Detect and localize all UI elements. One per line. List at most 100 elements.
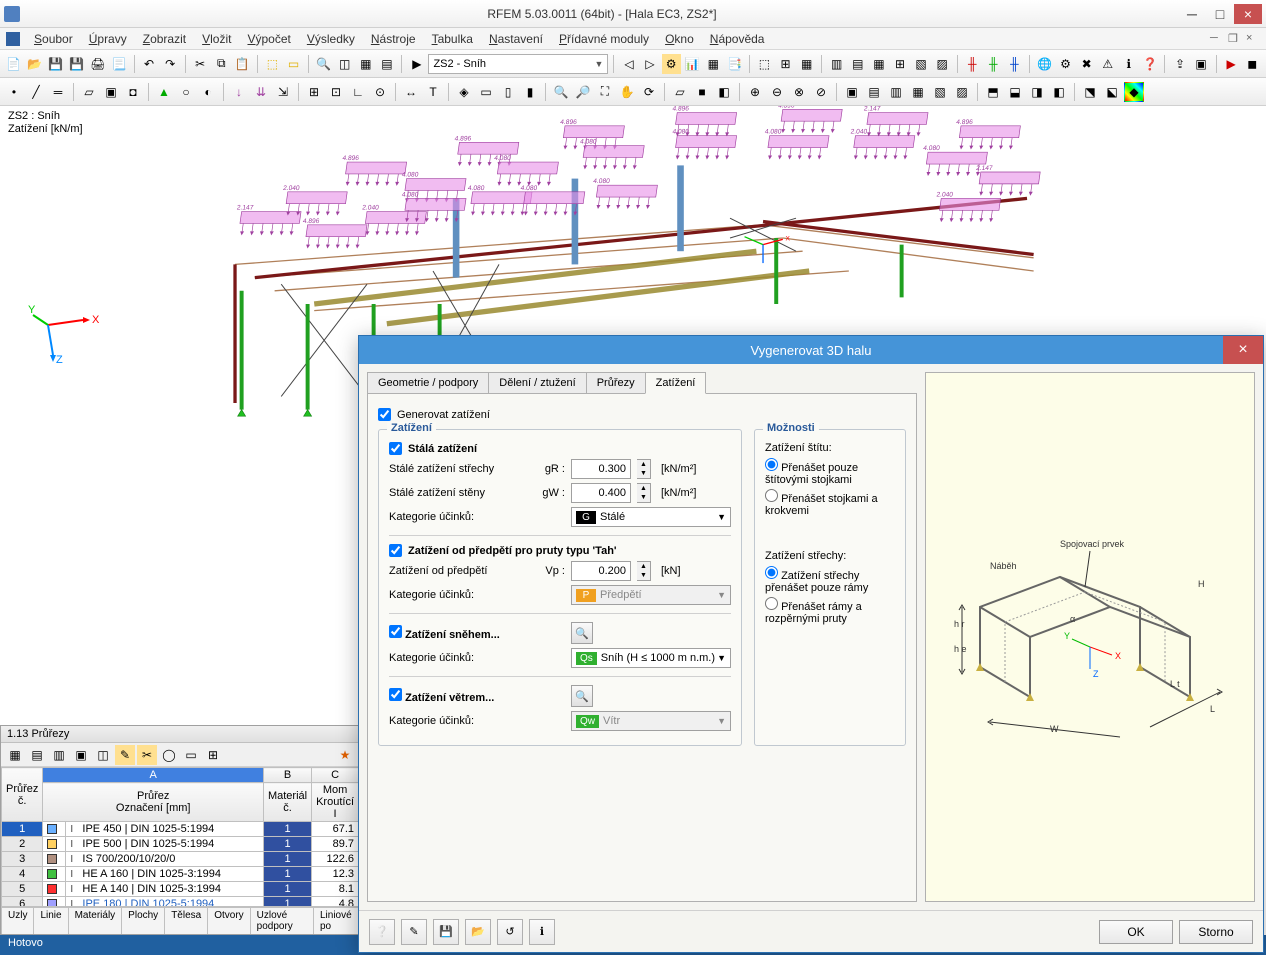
misc7-button[interactable]: ▥ xyxy=(886,82,906,102)
module-f-button[interactable]: ▨ xyxy=(933,54,952,74)
roof-radio-2[interactable]: Přenášet rámy a rozpěrnými pruty xyxy=(765,597,895,625)
misc4-button[interactable]: ⊘ xyxy=(811,82,831,102)
misc15-button[interactable]: ⬔ xyxy=(1080,82,1100,102)
render-wire-button[interactable]: ▱ xyxy=(670,82,690,102)
globe-button[interactable]: 🌐 xyxy=(1035,54,1054,74)
snap-button[interactable]: ⊡ xyxy=(326,82,346,102)
dialog-tab[interactable]: Zatížení xyxy=(645,372,707,394)
perm-category-combo[interactable]: GStálé▼ xyxy=(571,507,731,527)
report-button[interactable]: 📑 xyxy=(725,54,744,74)
opening-button[interactable]: ◘ xyxy=(123,82,143,102)
misc9-button[interactable]: ▧ xyxy=(930,82,950,102)
help-button[interactable]: ❓ xyxy=(1140,54,1159,74)
nav-next-button[interactable]: ▷ xyxy=(641,54,660,74)
sections-tab[interactable]: Uzlové podpory xyxy=(250,907,314,934)
module-d-button[interactable]: ⊞ xyxy=(890,54,909,74)
run-button[interactable]: ▶ xyxy=(1222,54,1241,74)
menu-nastavení[interactable]: Nastavení xyxy=(481,30,551,48)
sec-tb4[interactable]: ▣ xyxy=(71,745,91,765)
load2-button[interactable]: ⇊ xyxy=(251,82,271,102)
view-side-button[interactable]: ▮ xyxy=(520,82,540,102)
minimize-button[interactable]: ─ xyxy=(1178,4,1206,24)
model-button[interactable]: ◫ xyxy=(335,54,354,74)
new-button[interactable]: 📄 xyxy=(4,54,23,74)
close-button[interactable]: × xyxy=(1234,4,1262,24)
sec-tb1[interactable]: ▦ xyxy=(5,745,25,765)
find-button[interactable]: 🔍 xyxy=(314,54,333,74)
export-button[interactable]: ⇪ xyxy=(1170,54,1189,74)
info-button[interactable]: ℹ xyxy=(1119,54,1138,74)
view-front-button[interactable]: ▯ xyxy=(498,82,518,102)
footer-load-button[interactable]: 📂 xyxy=(465,919,491,945)
warn-button[interactable]: ⚠ xyxy=(1098,54,1117,74)
stop-button[interactable]: ◼ xyxy=(1243,54,1262,74)
wall-load-spinner[interactable]: ▲▼ xyxy=(637,483,651,503)
misc13-button[interactable]: ◨ xyxy=(1027,82,1047,102)
dialog-close-button[interactable]: × xyxy=(1223,336,1263,364)
snow-edit-button[interactable]: 🔍 xyxy=(571,622,593,644)
misc12-button[interactable]: ⬓ xyxy=(1005,82,1025,102)
snow-checkbox[interactable]: Zatížení sněhem... xyxy=(389,625,565,641)
sec-tb7[interactable]: ✂ xyxy=(137,745,157,765)
sec-tb8[interactable]: ◯ xyxy=(159,745,179,765)
menu-úpravy[interactable]: Úpravy xyxy=(81,30,135,48)
cut-button[interactable]: ✂ xyxy=(191,54,210,74)
save-all-button[interactable]: 💾 xyxy=(67,54,86,74)
sections-tab[interactable]: Plochy xyxy=(121,907,165,934)
wall-load-input[interactable] xyxy=(571,483,631,503)
mdi-close-button[interactable]: × xyxy=(1246,32,1260,46)
dialog-tab[interactable]: Dělení / ztužení xyxy=(488,372,586,394)
sections-tab[interactable]: Uzly xyxy=(1,907,34,934)
osnap-button[interactable]: ⊙ xyxy=(370,82,390,102)
dim-button[interactable]: ↔ xyxy=(401,82,421,102)
menu-zobrazit[interactable]: Zobrazit xyxy=(135,30,194,48)
dialog-tab[interactable]: Geometrie / podpory xyxy=(367,372,489,394)
sections-tab[interactable]: Otvory xyxy=(207,907,250,934)
text-button[interactable]: T xyxy=(423,82,443,102)
sections-tab[interactable]: Tělesa xyxy=(164,907,208,934)
calc-button[interactable]: ⚙ xyxy=(662,54,681,74)
sec-star[interactable]: ★ xyxy=(335,745,355,765)
table-row[interactable]: 6IIPE 180 | DIN 1025-5:199414.8 xyxy=(2,897,359,907)
zoom-out-button[interactable]: 🔎 xyxy=(573,82,593,102)
undo-button[interactable]: ↶ xyxy=(140,54,159,74)
results-button[interactable]: 📊 xyxy=(683,54,702,74)
roof-load-spinner[interactable]: ▲▼ xyxy=(637,459,651,479)
select-button[interactable]: ⬚ xyxy=(263,54,282,74)
menu-soubor[interactable]: Soubor xyxy=(26,30,81,48)
surface-button[interactable]: ▱ xyxy=(79,82,99,102)
rotate-button[interactable]: ⟳ xyxy=(639,82,659,102)
prestress-checkbox[interactable]: Zatížení od předpětí pro pruty typu 'Tah… xyxy=(389,544,731,557)
dialog-title-bar[interactable]: Vygenerovat 3D halu × xyxy=(359,336,1263,364)
sections-table[interactable]: Průřezč.ABC PrůřezOznačení [mm]Materiálč… xyxy=(1,767,359,906)
cross-button[interactable]: ✖ xyxy=(1077,54,1096,74)
generate-load-checkbox[interactable]: Generovat zatížení xyxy=(378,408,906,421)
z-axis-button[interactable]: ╫ xyxy=(1005,54,1024,74)
loadcase-prev-button[interactable]: ▶ xyxy=(407,54,426,74)
paste-button[interactable]: 📋 xyxy=(233,54,252,74)
misc10-button[interactable]: ▨ xyxy=(952,82,972,102)
menu-výsledky[interactable]: Výsledky xyxy=(299,30,363,48)
module-b-button[interactable]: ▤ xyxy=(848,54,867,74)
menu-výpočet[interactable]: Výpočet xyxy=(239,30,298,48)
footer-info-button[interactable]: ℹ xyxy=(529,919,555,945)
sec-tb10[interactable]: ⊞ xyxy=(203,745,223,765)
menu-tabulka[interactable]: Tabulka xyxy=(424,30,481,48)
module-a-button[interactable]: ▥ xyxy=(827,54,846,74)
view-iso-button[interactable]: ◈ xyxy=(454,82,474,102)
display-button[interactable]: ▦ xyxy=(356,54,375,74)
save-button[interactable]: 💾 xyxy=(46,54,65,74)
layers-button[interactable]: ▤ xyxy=(377,54,396,74)
cancel-button[interactable]: Storno xyxy=(1179,920,1253,944)
misc8-button[interactable]: ▦ xyxy=(908,82,928,102)
redo-button[interactable]: ↷ xyxy=(161,54,180,74)
hinge-button[interactable]: ○ xyxy=(176,82,196,102)
open-button[interactable]: 📂 xyxy=(25,54,44,74)
member-button[interactable]: ═ xyxy=(48,82,68,102)
zoom-in-button[interactable]: 🔍 xyxy=(551,82,571,102)
mdi-minimize-button[interactable]: ─ xyxy=(1210,32,1224,46)
module-e-button[interactable]: ▧ xyxy=(912,54,931,74)
sections-tab[interactable]: Materiály xyxy=(68,907,123,934)
table-row[interactable]: 4IHE A 160 | DIN 1025-3:1994112.3 xyxy=(2,867,359,882)
tool-c-button[interactable]: ▦ xyxy=(797,54,816,74)
